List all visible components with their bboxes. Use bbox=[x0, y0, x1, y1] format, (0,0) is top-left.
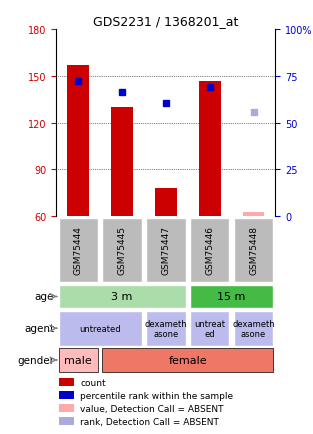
Bar bbox=[59, 391, 74, 399]
Text: 15 m: 15 m bbox=[218, 292, 246, 302]
FancyBboxPatch shape bbox=[59, 311, 142, 346]
FancyBboxPatch shape bbox=[59, 218, 98, 283]
Text: age: age bbox=[35, 292, 54, 302]
Bar bbox=[111, 108, 133, 217]
Text: count: count bbox=[80, 378, 106, 387]
Text: GSM75445: GSM75445 bbox=[118, 226, 126, 275]
Text: male: male bbox=[64, 355, 92, 365]
Text: gender: gender bbox=[17, 355, 54, 365]
Bar bbox=[59, 378, 74, 386]
Text: female: female bbox=[168, 355, 207, 365]
Bar bbox=[243, 212, 264, 217]
Text: GSM75444: GSM75444 bbox=[74, 226, 83, 275]
Bar bbox=[155, 189, 177, 217]
Text: 3 m: 3 m bbox=[111, 292, 133, 302]
Text: agent: agent bbox=[24, 323, 54, 333]
Bar bbox=[59, 418, 74, 425]
FancyBboxPatch shape bbox=[234, 218, 273, 283]
Text: GSM75448: GSM75448 bbox=[249, 226, 258, 275]
Text: percentile rank within the sample: percentile rank within the sample bbox=[80, 391, 233, 400]
Text: dexameth
asone: dexameth asone bbox=[232, 319, 275, 338]
FancyBboxPatch shape bbox=[190, 311, 229, 346]
FancyBboxPatch shape bbox=[102, 349, 273, 372]
Text: rank, Detection Call = ABSENT: rank, Detection Call = ABSENT bbox=[80, 417, 219, 426]
Bar bbox=[59, 404, 74, 412]
Text: untreated: untreated bbox=[80, 324, 121, 333]
Title: GDS2231 / 1368201_at: GDS2231 / 1368201_at bbox=[93, 15, 239, 28]
Text: GSM75447: GSM75447 bbox=[162, 226, 170, 275]
FancyBboxPatch shape bbox=[234, 311, 273, 346]
FancyBboxPatch shape bbox=[146, 311, 186, 346]
FancyBboxPatch shape bbox=[146, 218, 186, 283]
Text: value, Detection Call = ABSENT: value, Detection Call = ABSENT bbox=[80, 404, 224, 413]
Text: GSM75446: GSM75446 bbox=[205, 226, 214, 275]
Bar bbox=[199, 82, 221, 217]
Text: dexameth
asone: dexameth asone bbox=[145, 319, 187, 338]
FancyBboxPatch shape bbox=[59, 349, 98, 372]
FancyBboxPatch shape bbox=[190, 218, 229, 283]
Text: untreat
ed: untreat ed bbox=[194, 319, 225, 338]
Bar bbox=[67, 66, 89, 217]
FancyBboxPatch shape bbox=[102, 218, 142, 283]
FancyBboxPatch shape bbox=[59, 285, 186, 309]
FancyBboxPatch shape bbox=[190, 285, 273, 309]
